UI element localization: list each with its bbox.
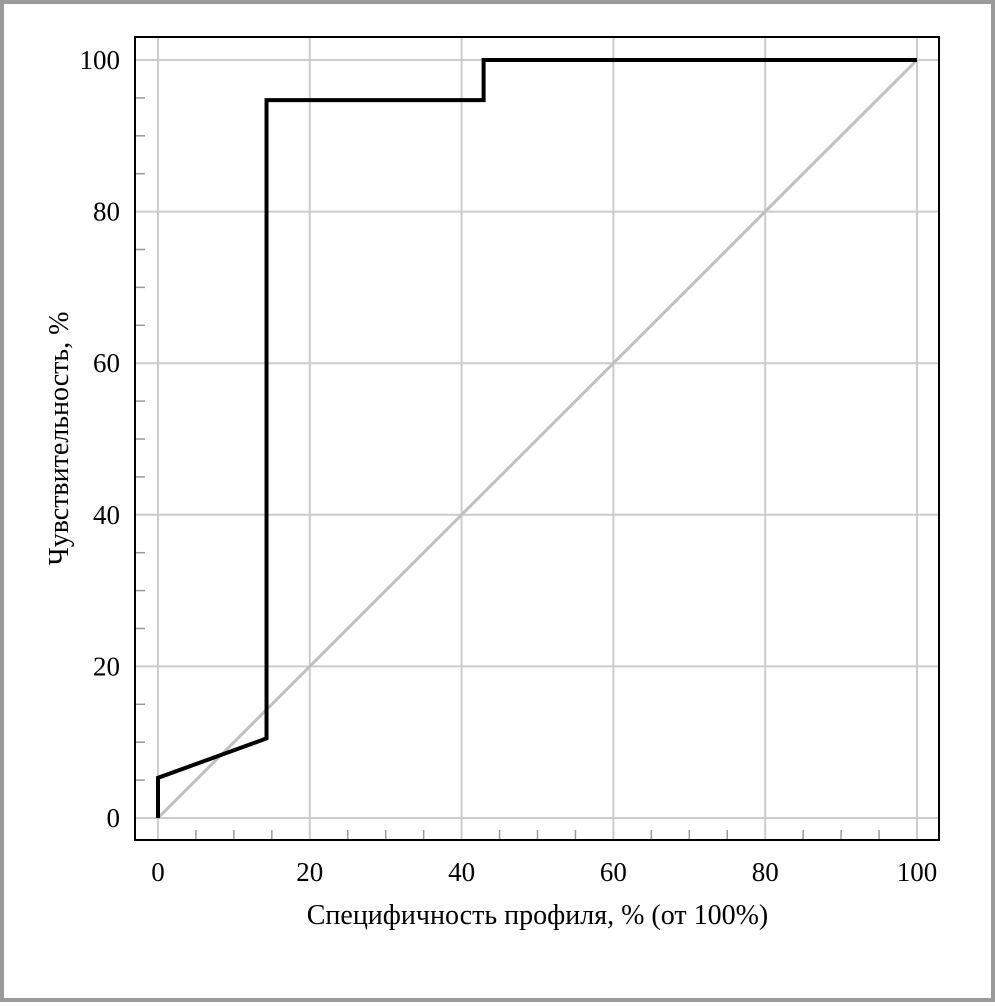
y-tick-label: 40 bbox=[93, 500, 120, 530]
x-axis-label: Специфичность профиля, % (от 100%) bbox=[307, 900, 769, 931]
plot-border bbox=[134, 36, 940, 841]
reference-diagonal bbox=[156, 58, 919, 820]
x-tick-label: 0 bbox=[151, 857, 165, 887]
y-axis-label: Чувствительность, % bbox=[44, 312, 75, 566]
x-tick-label: 100 bbox=[897, 857, 938, 887]
y-tick-label: 20 bbox=[93, 651, 120, 681]
roc-chart: 0 20 40 60 80 100 0 20 40 60 80 100 Специфичность … bbox=[44, 36, 940, 931]
y-tick-label: 60 bbox=[93, 348, 120, 378]
y-tick-labels: 0 20 40 60 80 100 bbox=[80, 45, 121, 833]
roc-curve bbox=[156, 58, 917, 818]
grid-lines bbox=[135, 37, 939, 840]
x-tick-label: 60 bbox=[600, 857, 627, 887]
x-tick-label: 20 bbox=[296, 857, 323, 887]
x-tick-labels: 0 20 40 60 80 100 bbox=[151, 857, 937, 887]
x-tick-label: 80 bbox=[752, 857, 779, 887]
y-tick-label: 100 bbox=[80, 45, 121, 75]
minor-ticks bbox=[135, 97, 880, 840]
y-tick-label: 0 bbox=[107, 803, 121, 833]
series-layer bbox=[156, 58, 919, 820]
y-tick-label: 80 bbox=[93, 197, 120, 227]
x-tick-label: 40 bbox=[448, 857, 475, 887]
